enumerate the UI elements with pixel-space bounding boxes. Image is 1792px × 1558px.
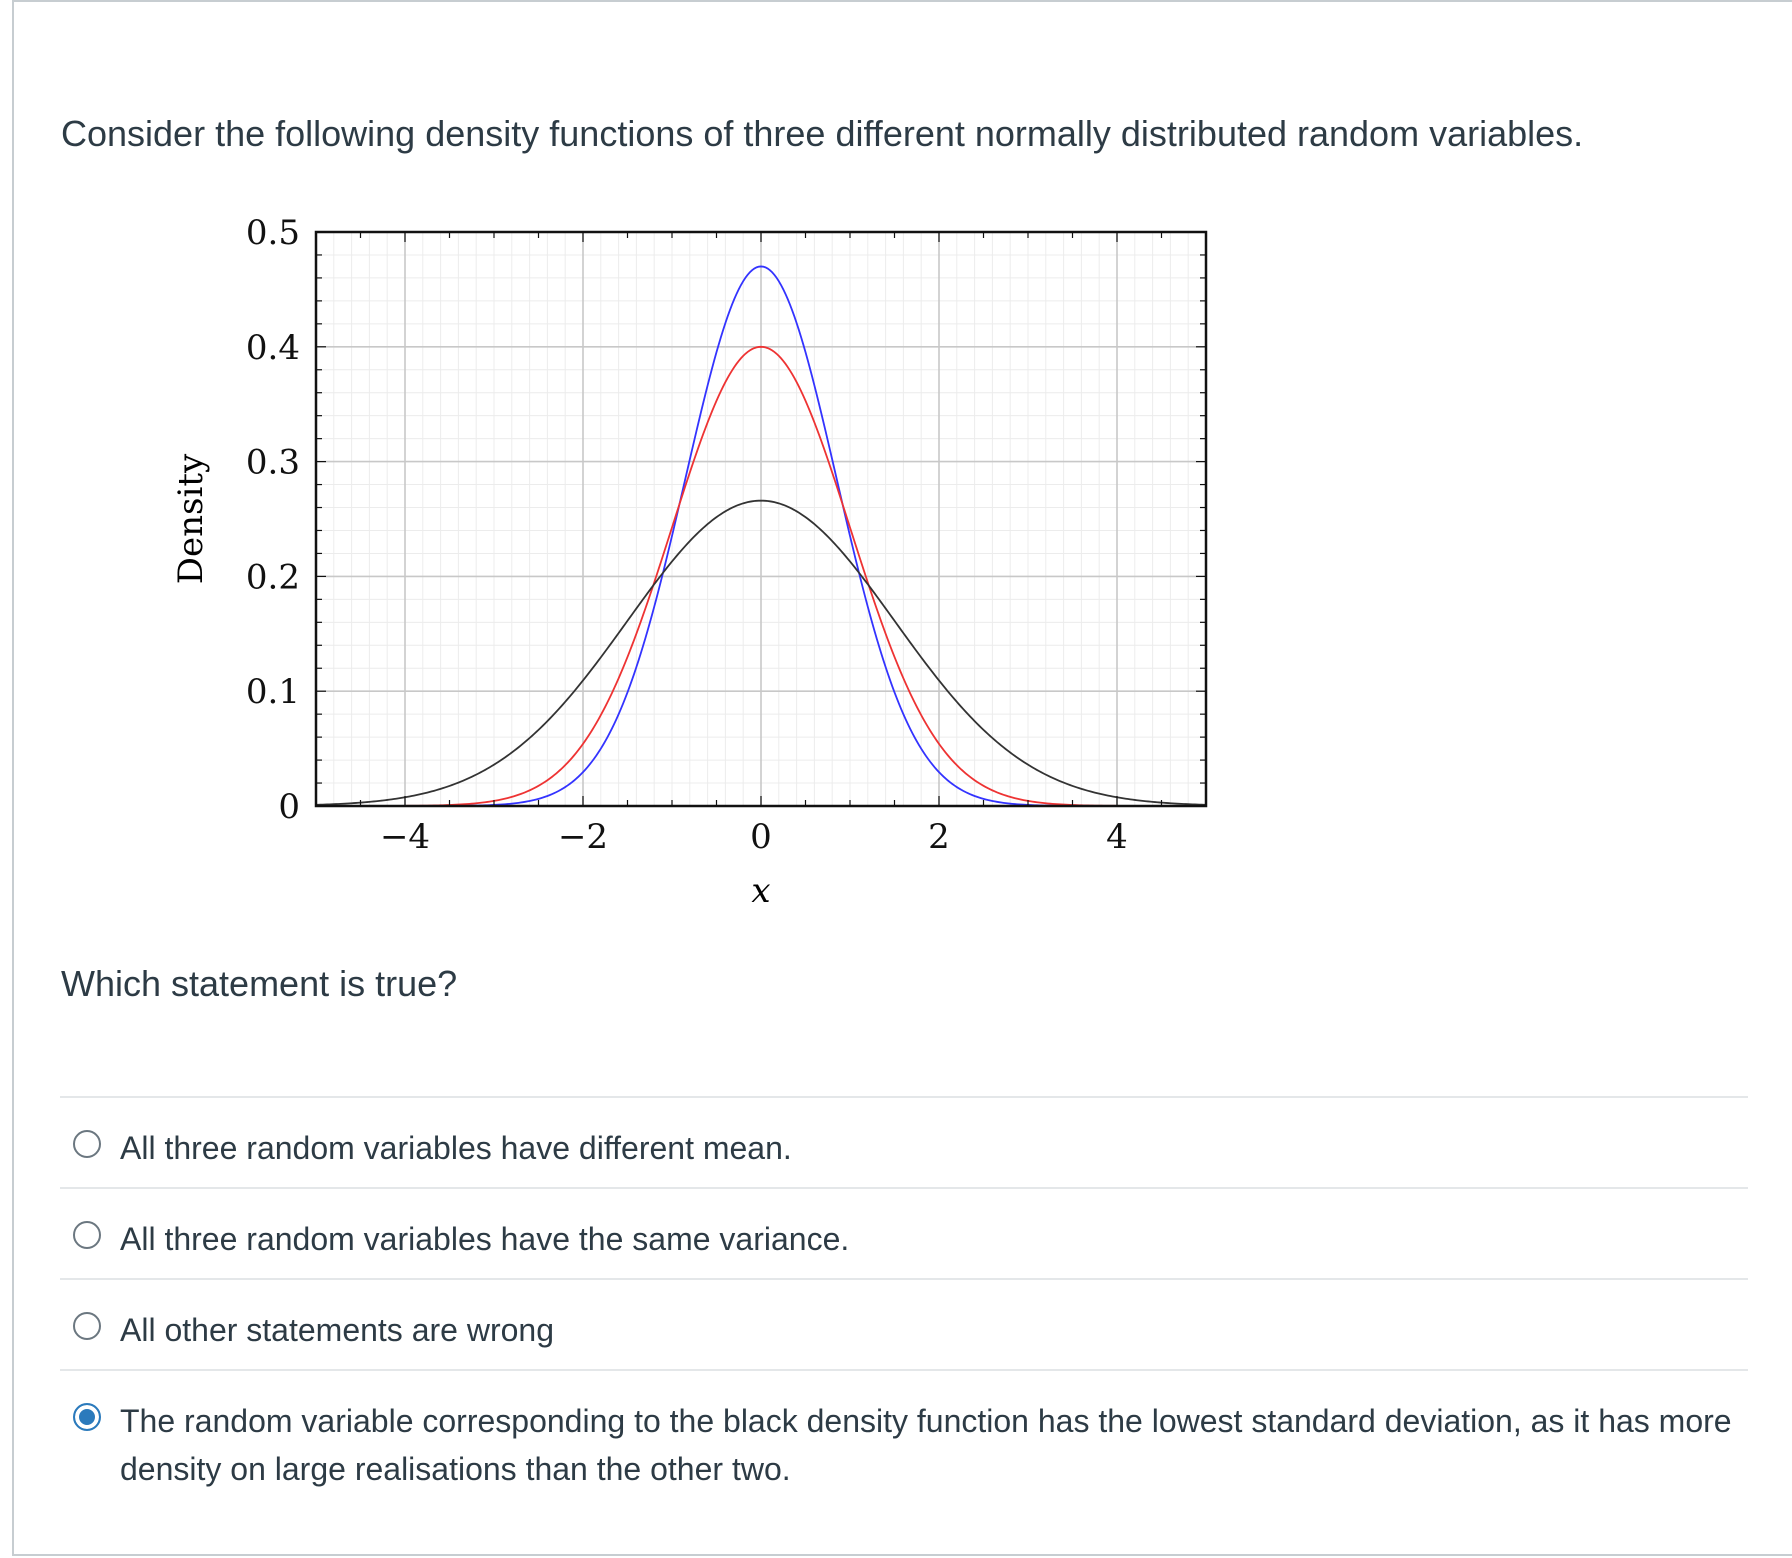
answer-radio-3[interactable] (73, 1312, 101, 1340)
x-tick-label: −2 (558, 817, 608, 857)
answer-list: All three random variables have differen… (60, 1096, 1748, 1509)
question-prompt: Which statement is true? (61, 963, 458, 1004)
answer-option-2[interactable]: All three random variables have the same… (60, 1187, 1748, 1278)
answer-radio-4[interactable] (73, 1403, 101, 1431)
x-tick-label: 4 (1106, 817, 1128, 857)
y-axis-label: Density (171, 453, 211, 584)
y-tick-label: 0.4 (246, 328, 300, 368)
x-tick-label: 2 (928, 817, 950, 857)
x-axis-label: x (751, 871, 770, 911)
answer-option-1[interactable]: All three random variables have differen… (60, 1096, 1748, 1187)
question-frame (12, 0, 1792, 1556)
question-text: Consider the following density functions… (61, 113, 1584, 154)
answer-label: All three random variables have differen… (120, 1130, 792, 1166)
answer-radio-2[interactable] (73, 1221, 101, 1249)
density-chart: −4 −2 0 2 4 0 0.1 0.2 0.3 0.4 0.5 x Density (171, 213, 1208, 911)
answer-option-4[interactable]: The random variable corresponding to the… (60, 1369, 1748, 1509)
answer-option-3[interactable]: All other statements are wrong (60, 1278, 1748, 1369)
red-density-curve (316, 345, 1206, 807)
y-tick-label: 0.3 (246, 443, 300, 483)
x-tick-label: −4 (380, 817, 430, 857)
answer-radio-1[interactable] (73, 1130, 101, 1158)
answer-label: All other statements are wrong (120, 1312, 554, 1348)
y-tick-label: 0.5 (246, 213, 300, 253)
black-density-curve (315, 499, 1207, 806)
answer-label: All three random variables have the same… (120, 1221, 850, 1257)
x-tick-label: 0 (750, 817, 772, 857)
answer-label: The random variable corresponding to the… (120, 1403, 1732, 1487)
y-tick-label: 0 (278, 787, 300, 827)
y-tick-label: 0.1 (246, 672, 300, 712)
y-tick-label: 0.2 (246, 557, 300, 597)
